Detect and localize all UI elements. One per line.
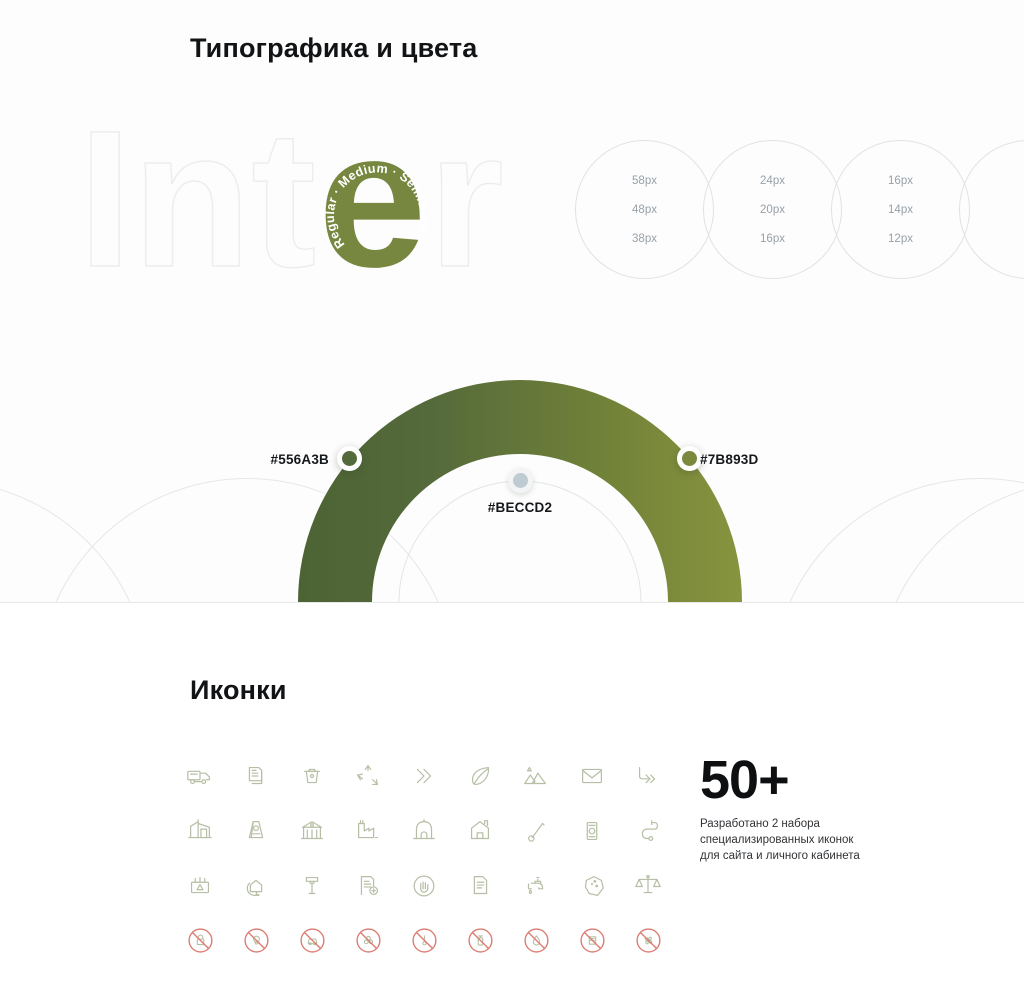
no-flame-icon [508, 913, 564, 968]
bank-building-icon [284, 803, 340, 858]
warehouse-icon [172, 803, 228, 858]
icons-grid [172, 748, 676, 968]
no-biohazard-icon [340, 913, 396, 968]
font-size-circle-1: 58px 48px 38px [575, 140, 714, 279]
icons-title: Иконки [190, 675, 287, 705]
double-chevron-icon [396, 748, 452, 803]
wordmark-outline-prefix: Int [78, 106, 316, 291]
mountains-icon [508, 748, 564, 803]
dome-building-icon [396, 803, 452, 858]
house-icon [452, 803, 508, 858]
inter-wordmark: Int e r Regular · Medium · SemiBold [77, 106, 504, 291]
no-fan-icon [620, 913, 676, 968]
factory-icon [340, 803, 396, 858]
no-car-icon [284, 913, 340, 968]
stone-icon [564, 858, 620, 913]
icon-count-stat: 50+ Разработано 2 набора специализирован… [700, 752, 920, 864]
no-lock-icon [172, 913, 228, 968]
hex-label-gray-blue: #BECCD2 [487, 500, 553, 515]
font-size-value: 38px [632, 232, 657, 245]
garbage-truck-icon [172, 748, 228, 803]
color-dot-olive-green [677, 446, 702, 471]
document-plus-icon [340, 858, 396, 913]
icons-section: Иконки 50+ Разработано 2 набора специали… [0, 603, 1024, 987]
no-thermometer-icon [396, 913, 452, 968]
icon-count-description: Разработано 2 набора специализированных … [700, 818, 860, 862]
icon-count-value: 50+ [700, 750, 790, 810]
hex-label-dark-green: #556A3B [270, 452, 329, 467]
wordmark-outline-suffix: r [428, 106, 504, 291]
leaf-icon [452, 748, 508, 803]
font-size-value: 16px [760, 232, 785, 245]
gavel-icon [284, 858, 340, 913]
scales-icon [620, 858, 676, 913]
no-bulb-icon [228, 913, 284, 968]
font-size-value: 16px [888, 174, 913, 187]
font-size-circle-3: 16px 14px 12px [831, 140, 970, 279]
recycling-icon [340, 748, 396, 803]
branch-arrow-icon [620, 748, 676, 803]
font-size-value: 58px [632, 174, 657, 187]
hex-label-olive-green: #7B893D [700, 452, 759, 467]
font-size-value: 12px [888, 232, 913, 245]
recycle-bin-icon [284, 748, 340, 803]
banknote-icon [564, 803, 620, 858]
hose-icon [620, 803, 676, 858]
power-box-icon [172, 858, 228, 913]
font-size-circle-2: 24px 20px 16px [703, 140, 842, 279]
no-box-icon [564, 913, 620, 968]
typography-colors-section: Типографика и цвета Int e r Regular · Me… [0, 33, 1024, 603]
faucet-icon [508, 858, 564, 913]
gradient-ring [298, 380, 742, 602]
color-dot-dark-green [337, 446, 362, 471]
eco-house-icon [228, 858, 284, 913]
font-size-value: 14px [888, 203, 913, 216]
page-title: Типографика и цвета [190, 33, 478, 63]
no-extinguisher-icon [452, 913, 508, 968]
font-size-value: 24px [760, 174, 785, 187]
envelope-icon [564, 748, 620, 803]
wordmark-accent-letter: e [318, 106, 426, 291]
hand-circle-icon [396, 858, 452, 913]
font-size-value: 48px [632, 203, 657, 216]
document-icon [452, 858, 508, 913]
font-size-circle-4 [959, 140, 1024, 279]
documents-icon [228, 748, 284, 803]
thermometer-icon [508, 803, 564, 858]
font-size-value: 20px [760, 203, 785, 216]
color-dot-gray-blue [508, 468, 533, 493]
a-frame-sign-icon [228, 803, 284, 858]
